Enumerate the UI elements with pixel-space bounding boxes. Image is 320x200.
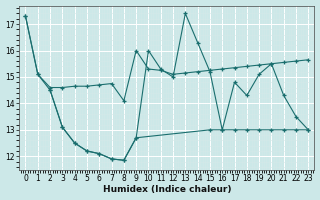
X-axis label: Humidex (Indice chaleur): Humidex (Indice chaleur)	[103, 185, 231, 194]
